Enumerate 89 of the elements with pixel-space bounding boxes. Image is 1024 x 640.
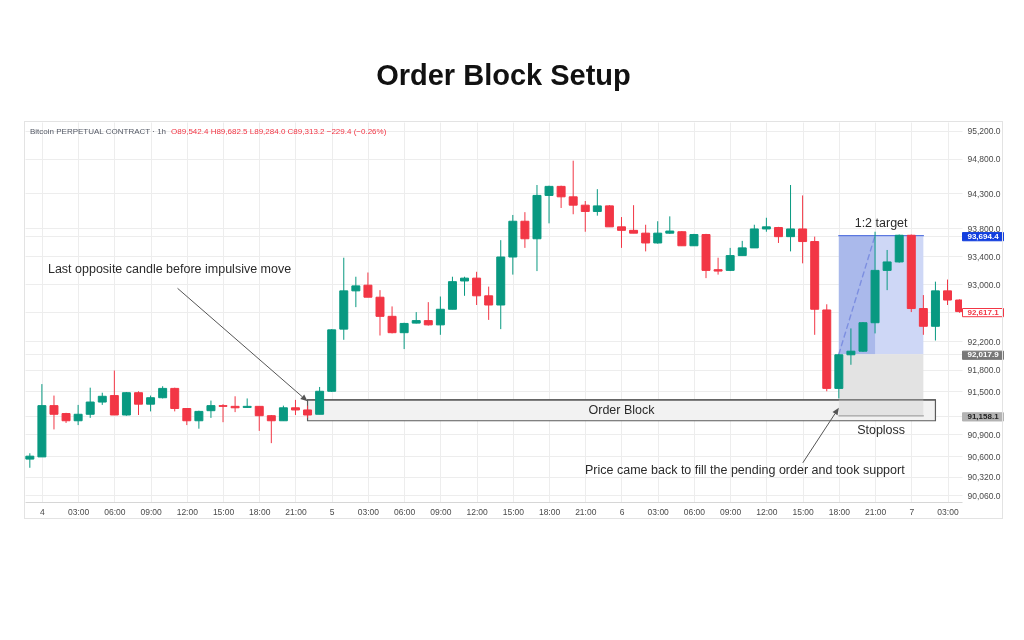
x-tick-label: 03:00 [357, 506, 380, 517]
candlestick [713, 257, 723, 276]
x-tick-label: 03:00 [67, 506, 90, 517]
y-tick-label: 93,400.0 [967, 251, 1001, 262]
y-tick-label: 90,900.0 [967, 429, 1001, 440]
candlestick [423, 301, 433, 327]
x-tick-label: 15:00 [212, 506, 235, 517]
candlestick [375, 289, 385, 337]
y-tick-label: 94,800.0 [967, 154, 1001, 165]
x-tick-label: 09:00 [720, 506, 742, 517]
candlestick [520, 211, 530, 249]
candlestick [435, 296, 445, 336]
y-tick-label: 91,800.0 [967, 365, 1001, 376]
x-tick-label: 15:00 [792, 506, 815, 517]
candlestick [641, 224, 651, 252]
candlestick [266, 414, 276, 444]
candlestick [218, 403, 228, 423]
candlestick [109, 369, 119, 416]
x-tick-label: 4 [40, 506, 46, 517]
candlestick [363, 272, 373, 298]
candlestick [604, 204, 614, 228]
candlestick [568, 160, 578, 215]
candlestick [653, 220, 663, 245]
x-tick-label: 5 [329, 506, 335, 517]
x-tick-label: 06:00 [104, 506, 126, 517]
x-tick-label: 18:00 [249, 506, 271, 517]
candlestick [351, 276, 361, 308]
y-tick-label: 95,200.0 [967, 126, 1001, 137]
candlestick [943, 279, 952, 306]
x-tick-label: 03:00 [937, 506, 959, 517]
series-label: 1:2 target [854, 215, 909, 230]
x-tick-label: 12:00 [176, 506, 199, 517]
y-tick-label: 93,694.4 [967, 231, 1000, 241]
annotation: Last opposite candle before impulsive move [47, 262, 292, 277]
x-tick-label: 21:00 [285, 506, 307, 517]
candlestick [798, 194, 808, 264]
x-tick-label: 21:00 [575, 506, 597, 517]
candlestick [134, 390, 143, 416]
y-tick-label: 91,500.0 [967, 386, 1001, 397]
candlestick [749, 224, 759, 249]
candlestick [846, 327, 856, 366]
series-label: Stoploss [857, 422, 906, 437]
annotation: Bitcoin PERPETUAL CONTRACT · 1h [30, 127, 167, 136]
candlestick [399, 322, 409, 350]
annotation: O89,542.4 H89,682.5 L89,284.0 C89,313.2 −229.4 (−0.26%) [171, 127, 387, 136]
candlestick [882, 249, 892, 291]
x-tick-label: 12:00 [756, 506, 778, 517]
candlestick [49, 395, 59, 430]
x-tick-label: 09:00 [140, 506, 162, 517]
candlestick [580, 200, 590, 233]
y-tick-label: 93,800.0 [967, 223, 1001, 234]
y-tick-label: 90,600.0 [967, 451, 1001, 462]
candlestick [472, 271, 482, 306]
candlestick [254, 405, 264, 432]
x-tick-label: 09:00 [430, 506, 452, 517]
candlestick [629, 204, 639, 234]
y-tick-label: 92,017.9 [967, 350, 1000, 360]
candlestick [315, 386, 325, 415]
candlestick [85, 387, 95, 419]
x-tick-label: 03:00 [647, 506, 670, 517]
candlestick [73, 404, 83, 426]
candlestick [786, 184, 796, 252]
y-tick-label: 90,060.0 [967, 490, 1001, 501]
y-tick-label: 90,320.0 [967, 472, 1001, 482]
candlestick [206, 400, 216, 419]
candlestick [230, 395, 240, 413]
x-tick-label: 18:00 [538, 506, 561, 517]
x-tick-label: 7 [909, 506, 915, 517]
x-tick-label: 18:00 [828, 506, 851, 517]
x-tick-label: 12:00 [466, 506, 488, 517]
chart-title: Order Block Setup [376, 59, 631, 91]
y-tick-label: 92,617.1 [967, 307, 1000, 317]
candlestick [544, 185, 554, 224]
candlestick [484, 286, 494, 321]
candlestick [592, 188, 602, 217]
x-tick-label: 06:00 [394, 506, 416, 517]
x-tick-label: 6 [619, 506, 625, 517]
candlestick [617, 216, 626, 249]
y-tick-label: 92,200.0 [967, 336, 1001, 347]
y-tick-label: 91,158.1 [967, 411, 1000, 421]
candlestick [918, 294, 928, 336]
x-tick-label: 06:00 [683, 506, 706, 517]
y-tick-label: 94,300.0 [967, 188, 1001, 199]
x-tick-label: 15:00 [502, 506, 525, 517]
series-label: Order Block [588, 403, 656, 418]
annotation: Price came back to fill the pending order and took support [585, 462, 906, 477]
x-tick-label: 21:00 [864, 506, 887, 517]
candlestick [387, 305, 397, 334]
y-tick-label: 93,000.0 [967, 279, 1001, 290]
